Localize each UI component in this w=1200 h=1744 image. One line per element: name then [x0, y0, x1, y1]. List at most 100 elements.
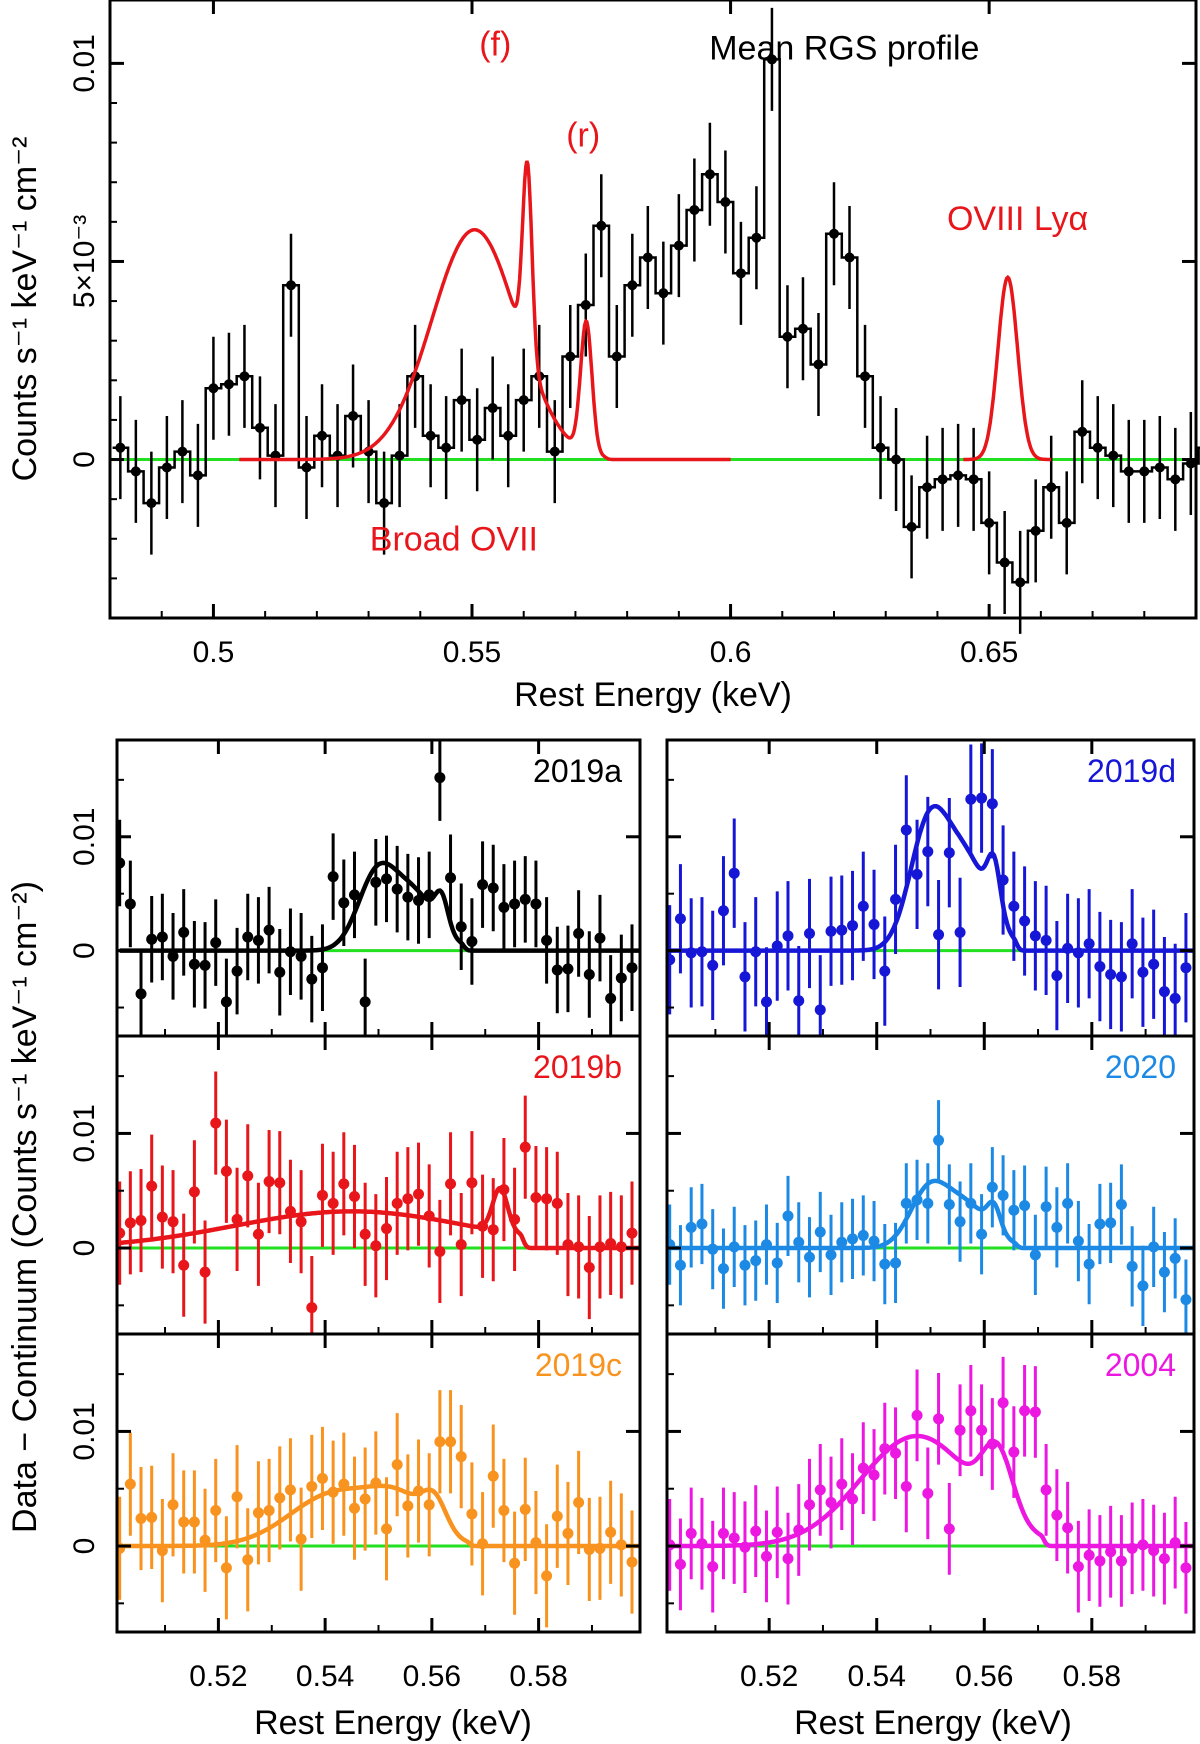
- data-point: [156, 931, 168, 943]
- data-point: [562, 1527, 574, 1539]
- top-data-point: [1030, 525, 1041, 536]
- data-point: [487, 1470, 499, 1482]
- data-point: [551, 964, 563, 976]
- panel-label: 2004: [1105, 1347, 1176, 1383]
- panel-plot-area: [667, 1356, 1194, 1614]
- data-point: [1126, 938, 1138, 950]
- top-data-point: [503, 430, 514, 441]
- top-data-point: [611, 351, 622, 362]
- data-point: [498, 1505, 510, 1517]
- data-point: [178, 1259, 190, 1271]
- data-point: [890, 893, 902, 905]
- data-point: [402, 1193, 414, 1205]
- data-point: [922, 1197, 934, 1209]
- data-point: [338, 897, 350, 909]
- top-data-point: [766, 54, 777, 65]
- data-point: [954, 926, 966, 938]
- data-point: [847, 1233, 859, 1245]
- data-point: [933, 1413, 945, 1425]
- data-point: [933, 929, 945, 941]
- data-point: [146, 1511, 158, 1523]
- data-point: [413, 895, 425, 907]
- data-point: [359, 996, 371, 1008]
- top-data-point: [161, 462, 172, 473]
- panel-2019c: 0.52 0.54 0.56 0.58 0 0.01 2019c: [68, 1332, 642, 1693]
- data-point: [477, 879, 489, 891]
- data-point: [707, 1561, 719, 1573]
- top-x-axis: 0.5 0.55 0.6 0.65: [160, 0, 1146, 669]
- model-curve: [119, 1185, 640, 1251]
- data-point: [124, 898, 136, 910]
- top-data-point: [1170, 474, 1181, 485]
- data-point: [685, 1221, 697, 1233]
- data-point: [252, 1507, 264, 1519]
- panel-plot-area: [117, 740, 640, 1036]
- panel-label: 2019c: [535, 1347, 622, 1383]
- data-point: [178, 926, 190, 938]
- data-point: [868, 918, 880, 930]
- data-point: [252, 934, 264, 946]
- data-point: [1180, 962, 1192, 974]
- data-point: [1126, 1260, 1138, 1272]
- top-data-point: [1139, 466, 1150, 477]
- data-point: [707, 959, 719, 971]
- data-point: [605, 992, 617, 1004]
- data-point: [825, 1249, 837, 1261]
- bottom-right-x-axis-title: Rest Energy (keV): [794, 1704, 1072, 1742]
- panel-plot-area: [117, 1071, 640, 1334]
- data-point: [793, 995, 805, 1007]
- data-point: [1051, 1509, 1063, 1521]
- data-point: [117, 1227, 126, 1239]
- top-x-tick-label: 0.65: [960, 636, 1018, 669]
- top-data-point: [239, 371, 250, 382]
- data-point: [231, 1213, 243, 1225]
- top-step-series: [112, 58, 1200, 584]
- top-data-point: [937, 474, 948, 485]
- data-point: [455, 1451, 467, 1463]
- data-point: [231, 965, 243, 977]
- data-point: [1148, 958, 1160, 970]
- data-point: [1029, 1249, 1041, 1261]
- data-point: [445, 1178, 457, 1190]
- top-data-point: [1077, 426, 1088, 437]
- data-point: [922, 1487, 934, 1499]
- data-point: [434, 1436, 446, 1448]
- data-point: [1072, 1235, 1084, 1247]
- data-point: [825, 925, 837, 937]
- data-point: [1137, 966, 1149, 978]
- top-data-point: [953, 470, 964, 481]
- data-point: [1029, 1406, 1041, 1418]
- data-point: [316, 1189, 328, 1201]
- data-point: [402, 1500, 414, 1512]
- data-point: [530, 1192, 542, 1204]
- top-data-point: [906, 521, 917, 532]
- data-point: [156, 1211, 168, 1223]
- data-point: [1158, 1553, 1170, 1565]
- data-point: [348, 1502, 360, 1514]
- top-y-axis-title: Counts s⁻¹ keV⁻¹ cm⁻²: [6, 137, 44, 482]
- data-point: [847, 920, 859, 932]
- data-point: [879, 965, 891, 977]
- data-point: [771, 1257, 783, 1269]
- data-point: [498, 901, 510, 913]
- top-x-tick-label: 0.55: [443, 636, 501, 669]
- data-point: [1019, 915, 1031, 927]
- data-point: [1094, 1218, 1106, 1230]
- data-point: [943, 847, 955, 859]
- data-point: [327, 1197, 339, 1209]
- top-data-point: [115, 442, 126, 453]
- data-point: [274, 966, 286, 978]
- top-data-point: [177, 446, 188, 457]
- top-data-point: [348, 410, 359, 421]
- data-point: [295, 950, 307, 962]
- y-tick-label: 0.01: [68, 1104, 101, 1162]
- data-point: [1040, 1201, 1052, 1213]
- top-data-point: [735, 268, 746, 279]
- top-data-point: [658, 288, 669, 299]
- top-data-point: [441, 442, 452, 453]
- top-data-point: [317, 430, 328, 441]
- top-frame: [108, 0, 1198, 620]
- data-point: [220, 1165, 232, 1177]
- data-point: [487, 882, 499, 894]
- bottom-y-axis-title: Data − Continuum (Counts s⁻¹ keV⁻¹ cm⁻²): [6, 881, 44, 1533]
